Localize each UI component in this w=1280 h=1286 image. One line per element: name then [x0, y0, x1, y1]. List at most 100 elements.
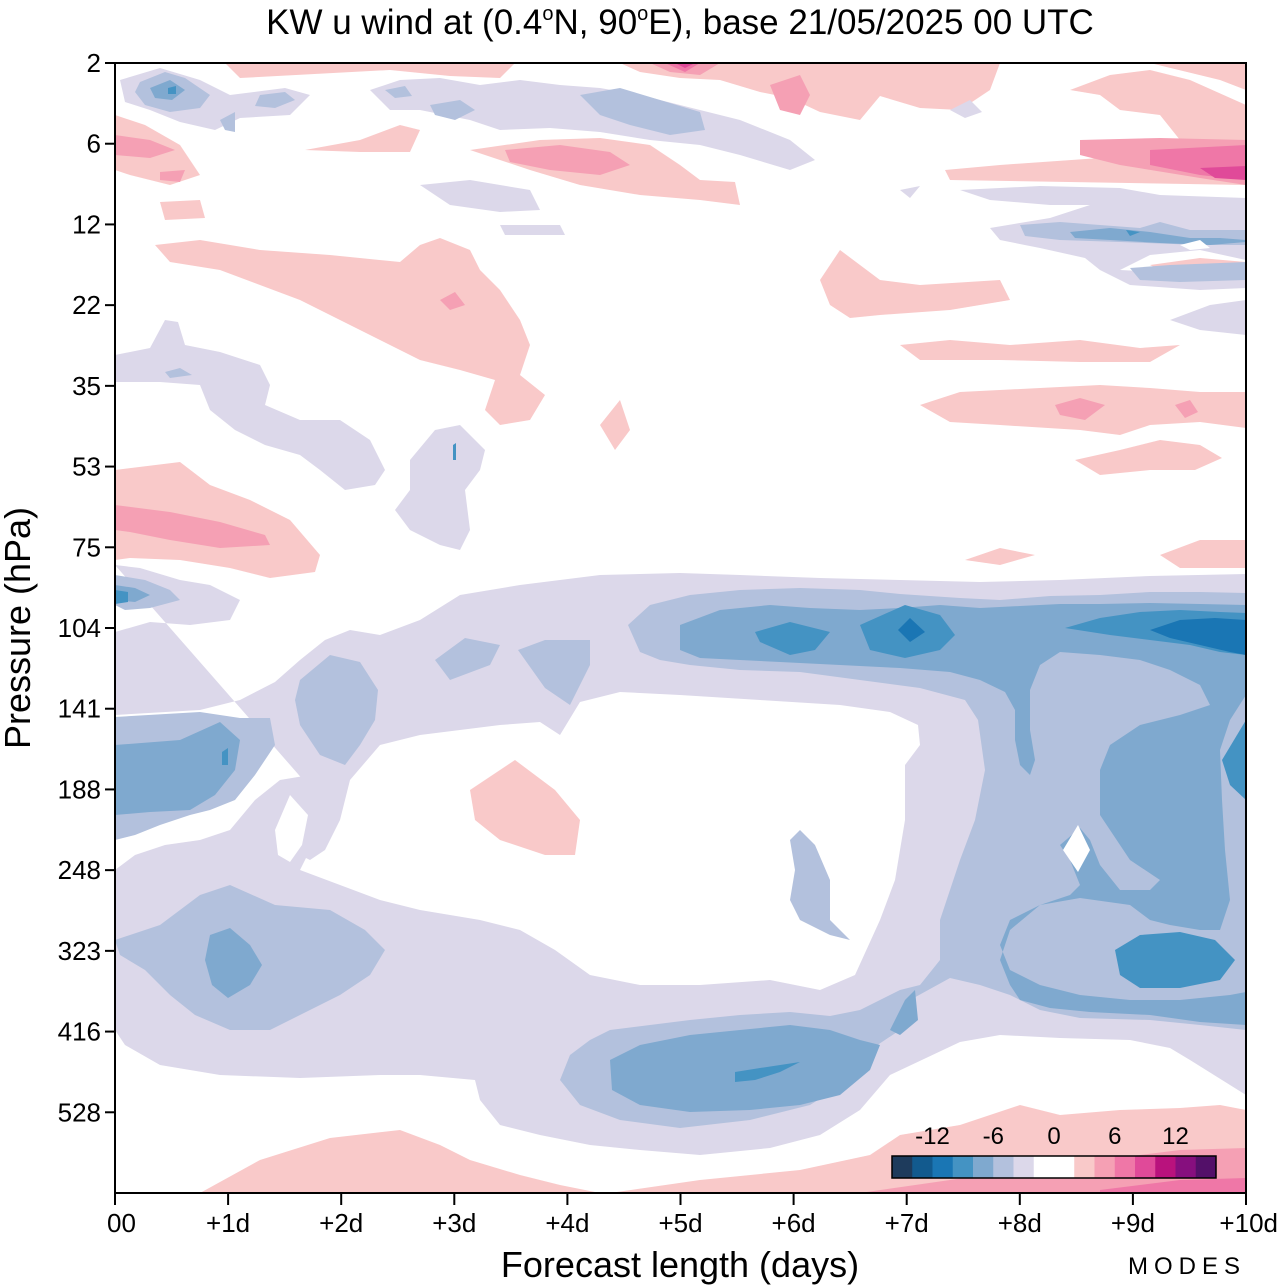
x-axis-label: Forecast length (days)	[501, 1244, 859, 1285]
contour-neg2-region	[395, 425, 485, 550]
contour-neg2-region	[1170, 300, 1246, 335]
legend-swatch	[912, 1156, 933, 1178]
contour-pos4-region	[1175, 400, 1198, 418]
contour-neg4-region	[165, 368, 192, 378]
x-tick-label: +9d	[1111, 1208, 1155, 1238]
contour-zero-region	[1063, 825, 1090, 872]
y-tick-label: 35	[72, 371, 101, 401]
legend-label: -12	[915, 1123, 950, 1150]
colorbar-legend: -12 -6 0 6 12	[891, 1123, 1217, 1179]
contour-pos6-region	[1100, 1178, 1246, 1193]
y-tick-label: 248	[58, 855, 101, 885]
legend-swatch	[1195, 1156, 1217, 1178]
legend-swatch	[892, 1156, 913, 1178]
contour-zero-region	[275, 795, 308, 862]
contour-neg6-region	[1070, 228, 1246, 245]
x-tick-label: +8d	[998, 1208, 1042, 1238]
legend-labels: -12 -6 0 6 12	[915, 1123, 1189, 1150]
contour-pos8-region	[675, 63, 695, 68]
legend-swatch	[1054, 1156, 1075, 1178]
x-tick-label: +5d	[658, 1208, 702, 1238]
legend-swatch	[1155, 1156, 1176, 1178]
contour-neg2-region	[115, 320, 385, 490]
legend-swatch	[932, 1156, 954, 1178]
contour-neg6-region	[680, 603, 1246, 1025]
contour-neg4-region	[560, 588, 1246, 1128]
contour-neg4-region	[580, 88, 705, 135]
contour-neg4-region	[220, 112, 235, 132]
y-tick-label: 528	[58, 1097, 101, 1127]
x-tick-label: +3d	[432, 1208, 476, 1238]
legend-swatch	[1114, 1156, 1136, 1178]
modes-watermark: MODES	[1128, 1253, 1246, 1280]
contour-pos2-region	[820, 250, 1010, 318]
legend-swatch	[973, 1156, 994, 1178]
contour-pos4-region	[440, 292, 465, 310]
contour-pos2-region	[1150, 63, 1246, 90]
legend-swatch	[1013, 1156, 1035, 1178]
y-tick-label: 188	[58, 774, 101, 804]
contour-pos2-region	[900, 340, 1180, 362]
contour-neg8-region	[115, 590, 128, 604]
legend-label: 12	[1162, 1123, 1189, 1150]
contour-neg8-region	[735, 1062, 800, 1082]
contour-pos2-region	[200, 1130, 600, 1193]
contour-field	[115, 63, 1246, 1193]
contour-neg4-region	[385, 86, 412, 98]
contour-pos2-region	[225, 63, 515, 78]
contour-pos2-region	[1075, 440, 1222, 475]
contour-neg2-region	[370, 78, 815, 170]
contour-pos2-region	[470, 760, 580, 855]
contour-pos2-region	[600, 400, 630, 450]
contour-pos2-region	[305, 125, 420, 152]
legend-swatch	[993, 1156, 1014, 1178]
chart-title: KW u wind at (0.4oN, 90oE), base 21/05/2…	[266, 3, 1094, 42]
contour-neg6-region	[610, 1025, 880, 1112]
contour-pos4-region	[1055, 398, 1105, 420]
legend-label: 6	[1108, 1123, 1121, 1150]
contour-zero-region	[1180, 240, 1210, 250]
x-tick-label: +1d	[206, 1208, 250, 1238]
contour-neg8-region	[222, 748, 228, 765]
contour-neg8-region	[1115, 932, 1235, 988]
x-tick-label: +10d	[1219, 1208, 1278, 1238]
x-tick-label: +4d	[545, 1208, 589, 1238]
contour-neg2-region	[115, 565, 1246, 1155]
contour-pos2-region	[1160, 540, 1246, 568]
x-tick-label: 00	[107, 1208, 136, 1238]
contour-neg4-region	[435, 638, 500, 680]
contour-neg8-region	[1126, 230, 1140, 236]
contour-neg4-region	[295, 655, 378, 765]
legend-swatch	[1033, 1156, 1055, 1178]
contour-neg6-region	[890, 990, 918, 1035]
y-tick-label: 416	[58, 1017, 101, 1047]
contour-neg8-region	[1222, 720, 1246, 800]
y-tick-label: 53	[72, 452, 101, 482]
contour-neg4-region	[255, 92, 295, 108]
contour-pos4-region	[505, 145, 630, 175]
legend-swatch	[1175, 1156, 1197, 1178]
contour-pos2-region	[160, 200, 205, 220]
y-tick-label: 141	[58, 694, 101, 724]
x-axis: 00 +1d +2d +3d +4d +5d +6d +7d +8d +9d +10d	[107, 1193, 1278, 1238]
legend-swatch	[1074, 1156, 1095, 1178]
contour-pos4-region	[115, 505, 270, 548]
contour-pos4-region	[770, 75, 810, 115]
x-tick-label: +7d	[885, 1208, 929, 1238]
contour-neg6-region	[150, 80, 185, 100]
contour-neg4-region	[1130, 262, 1246, 282]
contour-neg8-region	[168, 86, 176, 94]
y-tick-label: 2	[87, 48, 101, 78]
contour-neg2-region	[420, 180, 540, 212]
contour-neg8-region	[755, 622, 830, 655]
contour-pos6-region	[665, 63, 700, 72]
legend-label: -6	[983, 1123, 1004, 1150]
contour-pos2-region	[115, 462, 320, 578]
contour-neg4-region	[518, 640, 590, 705]
contour-pos2-region	[965, 548, 1035, 565]
legend-swatch	[952, 1156, 974, 1178]
contour-neg6-region	[115, 722, 240, 815]
x-tick-label: +6d	[772, 1208, 816, 1238]
contour-neg6-region	[205, 928, 262, 998]
